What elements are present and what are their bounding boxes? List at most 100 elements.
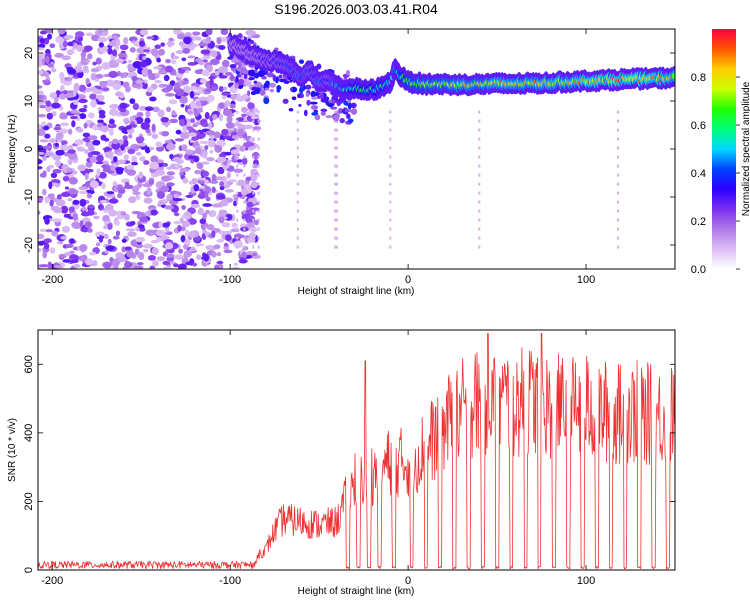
- spectrogram-noise-blob: [222, 108, 233, 117]
- spectrogram-noise-blob: [155, 141, 163, 148]
- spectrogram-noise-blob: [158, 221, 163, 229]
- spectrogram-noise-blob: [101, 62, 111, 70]
- spectrogram-noise-blob: [114, 58, 125, 64]
- spectrogram-noise-blob: [231, 266, 240, 269]
- spectrogram-noise-blob: [43, 238, 52, 244]
- spectrogram-noise-blob: [165, 143, 176, 151]
- colorbar-tick-label: 0.0: [691, 264, 706, 276]
- spectrogram-noise-blob: [205, 88, 212, 93]
- spectrogram-noise-blob: [181, 144, 188, 152]
- spectrogram-noise-blob: [79, 220, 84, 228]
- spectrogram-noise-blob: [98, 234, 104, 243]
- spectrogram-noise-blob: [180, 103, 185, 108]
- spectrogram-noise-blob: [129, 47, 136, 53]
- spectrogram-noise-blob: [113, 220, 120, 226]
- spectrogram-noise-blob: [65, 92, 74, 98]
- spectrogram-noise-blob: [38, 70, 44, 75]
- spectrogram-noise-blob: [245, 250, 254, 255]
- snr-y-tick-label: 200: [23, 492, 35, 510]
- spectrogram-noise-blob: [221, 95, 227, 100]
- figure-title: S196.2026.003.03.41.R04: [274, 1, 438, 17]
- spectrogram-noise-blob: [67, 77, 72, 82]
- spectrogram-noise-blob: [183, 36, 192, 45]
- spectrogram-noise-blob: [172, 198, 183, 202]
- spectrogram-noise-blob: [49, 92, 58, 99]
- spectrogram-noise-blob: [67, 151, 78, 160]
- spectrogram-noise-blob: [58, 93, 67, 100]
- spectrogram-noise-blob: [61, 140, 68, 145]
- spectrogram-noise-blob: [60, 191, 71, 198]
- spectrogram-noise-blob: [97, 119, 104, 124]
- spectrogram-noise-blob: [52, 169, 62, 174]
- spectrogram-heatmap: [38, 29, 675, 269]
- spectrogram-noise-blob: [120, 144, 125, 151]
- spectrogram-noise-blob: [201, 122, 209, 128]
- spectrogram-noise-blob: [174, 254, 184, 260]
- spectrogram-noise-blob: [236, 93, 241, 97]
- spectrogram-noise-blob: [71, 120, 76, 128]
- spectrogram-transition-blob: [313, 92, 320, 96]
- spectrogram-noise-blob: [178, 118, 185, 126]
- spectrogram-transition-blob: [269, 88, 275, 93]
- spectrogram-noise-blob: [98, 205, 103, 209]
- spectrogram-noise-blob: [83, 104, 88, 109]
- spectrogram-noise-blob: [238, 258, 248, 264]
- spectrogram-noise-blob: [49, 199, 54, 207]
- spectrogram-noise-blob: [175, 129, 182, 135]
- spectrogram-noise-blob: [214, 71, 220, 76]
- spectrogram-noise-blob: [63, 213, 70, 218]
- spectrogram-noise-blob: [173, 220, 181, 225]
- spectrogram-noise-blob: [225, 122, 235, 129]
- spectrogram-transition-blob: [298, 59, 305, 64]
- spectrogram-noise-blob: [143, 243, 153, 249]
- spectrogram-noise-blob: [47, 63, 54, 68]
- spectrogram-noise-blob: [172, 55, 180, 60]
- spectrogram-transition-blob: [289, 87, 293, 91]
- spectrogram-noise-blob: [180, 235, 186, 243]
- spectrogram-noise-blob: [56, 241, 64, 245]
- spectrogram-noise-blob: [44, 242, 50, 250]
- spectrogram-noise-blob: [138, 171, 143, 179]
- spectrogram-noise-blob: [233, 240, 243, 249]
- spectrogram-noise-blob: [200, 79, 207, 84]
- spectrogram-noise-blob: [44, 217, 50, 225]
- spectrogram-noise-blob: [113, 156, 118, 163]
- spectrogram-y-tick-label: 0: [23, 146, 35, 152]
- spectrogram-noise-blob: [222, 181, 228, 186]
- spectrogram-transition-blob: [279, 78, 287, 83]
- colorbar-ticks: 0.0 0.2 0.4 0.6 0.8: [691, 72, 740, 276]
- spectrogram-noise-blob: [197, 193, 207, 199]
- spectrogram-noise-blob: [219, 181, 224, 187]
- spectrogram-noise-blob: [133, 265, 144, 269]
- spectrogram-noise-blob: [54, 53, 64, 58]
- spectrogram-noise-blob: [224, 222, 231, 228]
- spectrogram-noise-blob: [171, 110, 176, 116]
- spectrogram-noise-blob: [38, 94, 44, 100]
- spectrogram-noise-blob: [149, 161, 160, 170]
- spectrogram-noise-blob: [179, 96, 188, 104]
- spectrogram-noise-blob: [112, 235, 120, 240]
- spectrogram-noise-blob: [156, 57, 161, 63]
- spectrogram-noise-blob: [84, 221, 93, 229]
- spectrogram-noise-blob: [79, 243, 88, 252]
- spectrogram-noise-blob: [117, 70, 122, 77]
- spectrogram-noise-blob: [38, 166, 43, 170]
- spectrogram-noise-blob: [42, 188, 47, 196]
- spectrogram-noise-blob: [211, 203, 222, 208]
- spectrogram-x-tick-label: 0: [405, 274, 411, 286]
- spectrogram-noise-blob: [166, 106, 172, 113]
- spectrogram-noise-blob: [46, 112, 53, 120]
- spectrogram-noise-blob: [78, 113, 87, 120]
- spectrogram-transition-blob: [297, 93, 302, 99]
- spectrogram-transition-blob: [243, 73, 248, 80]
- spectrogram-noise-blob: [226, 115, 233, 123]
- spectrogram-transition-blob: [234, 82, 239, 89]
- spectrogram-transition-blob: [231, 58, 237, 63]
- spectrogram-noise-blob: [151, 34, 159, 41]
- spectrogram-noise-blob: [211, 173, 217, 182]
- spectrogram-noise-blob: [233, 168, 244, 173]
- spectrogram-noise-blob: [96, 168, 101, 177]
- spectrogram-noise-blob: [130, 221, 136, 226]
- spectrogram-noise-blob: [213, 244, 221, 250]
